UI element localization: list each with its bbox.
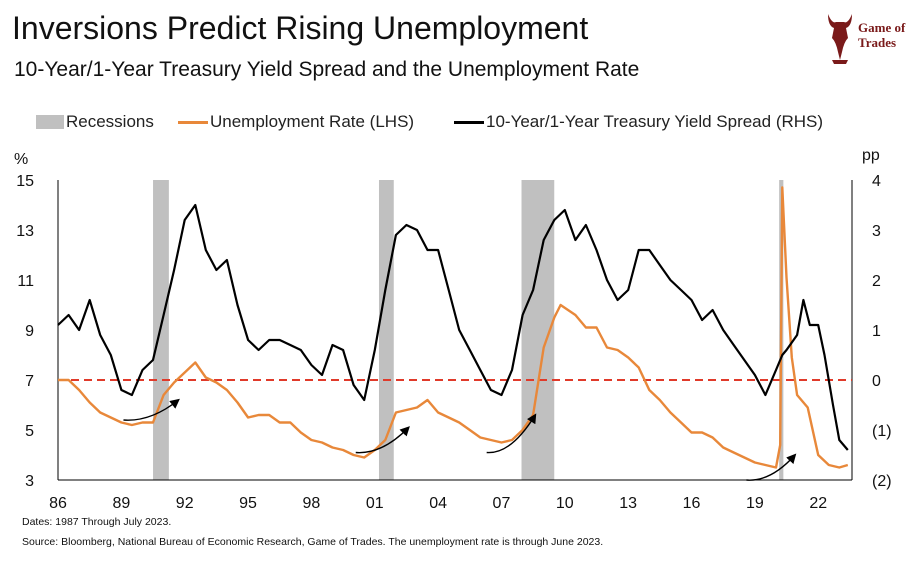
chart-series bbox=[57, 186, 849, 469]
left-tick-label: 5 bbox=[25, 423, 34, 440]
left-tick-label: 9 bbox=[25, 323, 34, 340]
legend-unemployment-label: Unemployment Rate (LHS) bbox=[210, 112, 415, 131]
right-tick-label: (2) bbox=[872, 473, 892, 490]
bull-emblem-icon bbox=[828, 14, 852, 64]
recession-band bbox=[378, 180, 394, 480]
legend-recessions-label: Recessions bbox=[66, 112, 154, 131]
trend-arrow bbox=[746, 453, 797, 481]
x-tick-label: 13 bbox=[619, 495, 637, 512]
x-tick-label: 22 bbox=[809, 495, 827, 512]
x-tick-label: 95 bbox=[239, 495, 257, 512]
x-tick-label: 98 bbox=[303, 495, 321, 512]
x-tick-label: 04 bbox=[429, 495, 447, 512]
legend-spread: 10-Year/1-Year Treasury Yield Spread (RH… bbox=[454, 112, 823, 132]
left-tick-label: 7 bbox=[25, 373, 34, 390]
brand-line-1: Game of bbox=[858, 20, 906, 35]
chart-annotations bbox=[123, 398, 797, 481]
x-tick-label: 19 bbox=[746, 495, 764, 512]
x-tick-label: 07 bbox=[493, 495, 511, 512]
yield-spread-line bbox=[57, 203, 849, 451]
x-tick-label: 86 bbox=[49, 495, 67, 512]
footnote-dates: Dates: 1987 Through July 2023. bbox=[22, 516, 172, 528]
left-tick-label: 3 bbox=[25, 473, 34, 490]
legend-unemployment: Unemployment Rate (LHS) bbox=[178, 112, 414, 132]
legend-recessions-swatch bbox=[36, 115, 64, 129]
footnote-source: Source: Bloomberg, National Bureau of Ec… bbox=[22, 536, 604, 548]
x-tick-label: 01 bbox=[366, 495, 384, 512]
brand-logo: Game of Trades bbox=[822, 8, 912, 68]
left-tick-label: 15 bbox=[16, 173, 34, 190]
right-tick-label: 3 bbox=[872, 223, 881, 240]
right-axis-unit: pp bbox=[862, 147, 880, 164]
trend-arrow bbox=[355, 426, 410, 454]
brand-wordmark: Game of Trades bbox=[858, 20, 905, 50]
x-tick-label: 16 bbox=[683, 495, 701, 512]
x-tick-label: 89 bbox=[112, 495, 130, 512]
legend-unemployment-swatch bbox=[178, 120, 208, 124]
x-tick-label: 10 bbox=[556, 495, 574, 512]
chart-axes bbox=[57, 180, 853, 481]
left-tick-label: 11 bbox=[17, 273, 34, 290]
legend-spread-swatch bbox=[454, 120, 484, 124]
page-subtitle: 10-Year/1-Year Treasury Yield Spread and… bbox=[14, 58, 640, 81]
brand-line-2: Trades bbox=[858, 35, 897, 50]
legend-recessions: Recessions bbox=[36, 112, 154, 132]
unemployment-rate-line bbox=[58, 186, 849, 469]
right-tick-label: 4 bbox=[872, 173, 881, 190]
right-tick-label: (1) bbox=[872, 423, 892, 440]
trend-arrow bbox=[123, 398, 180, 421]
right-tick-label: 0 bbox=[872, 373, 881, 390]
trend-arrow bbox=[486, 413, 537, 454]
left-tick-label: 13 bbox=[16, 223, 34, 240]
x-tick-label: 92 bbox=[176, 495, 194, 512]
legend-spread-label: 10-Year/1-Year Treasury Yield Spread (RH… bbox=[486, 112, 824, 131]
right-tick-label: 1 bbox=[872, 323, 881, 340]
right-tick-label: 2 bbox=[872, 273, 881, 290]
page-title: Inversions Predict Rising Unemployment bbox=[12, 10, 589, 46]
left-axis-unit: % bbox=[14, 151, 28, 168]
recession-bands bbox=[153, 180, 784, 480]
